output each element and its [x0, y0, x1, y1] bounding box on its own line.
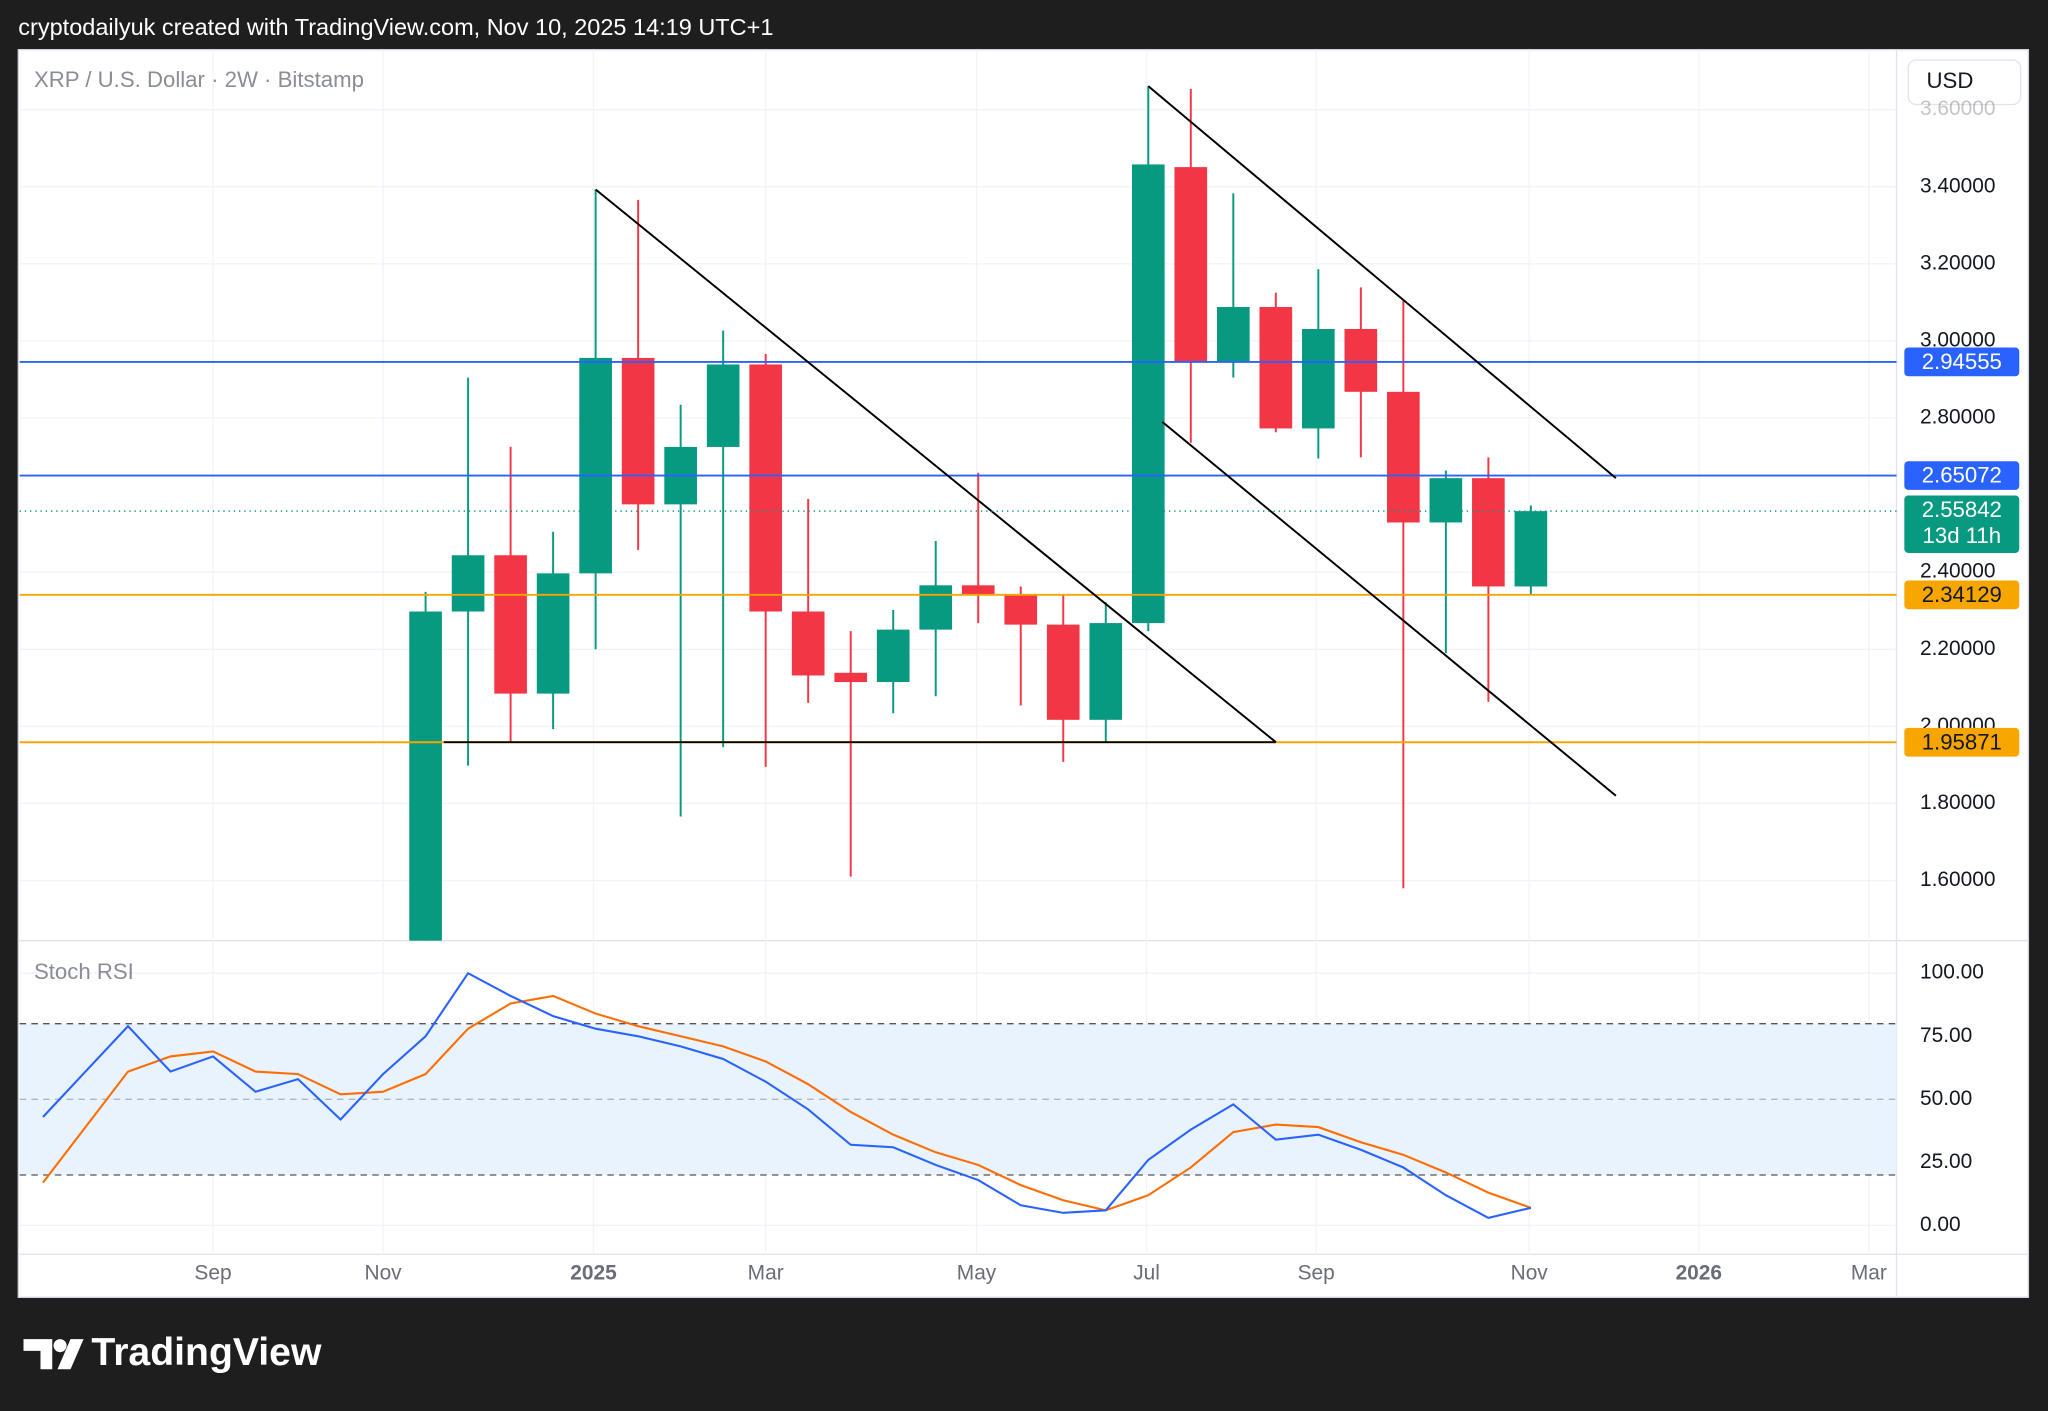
header-text: cryptodailyuk created with TradingView.c… [18, 14, 773, 40]
price-level-label: 2.65072 [1922, 463, 2002, 488]
y-tick-label: 3.20000 [1920, 251, 1996, 274]
candle-body [409, 611, 442, 941]
price-level-label-bg [1904, 580, 2020, 610]
candle-body [1472, 478, 1505, 587]
countdown-label: 13d 11h [1923, 523, 2002, 548]
candle-body [1089, 623, 1123, 720]
y-tick-label: 100.00 [1920, 961, 1984, 984]
y-tick-label: 3.40000 [1920, 174, 1996, 197]
x-tick-label: Mar [748, 1261, 784, 1284]
candle-body [1131, 164, 1165, 624]
x-tick-label: May [957, 1261, 997, 1284]
currency-label[interactable]: USD [1927, 68, 1974, 93]
plot [19, 85, 1897, 1220]
x-tick-label: Nov [364, 1261, 402, 1284]
x-tick-label: 2025 [570, 1261, 617, 1284]
x-tick-label: Sep [194, 1261, 231, 1284]
price-level-label-bg [1904, 727, 2020, 757]
y-tick-label: 3.00000 [1920, 328, 1996, 351]
candle-body [749, 364, 783, 612]
candle-body [961, 585, 995, 595]
candle-body [1514, 511, 1548, 587]
candle-body [1429, 478, 1463, 523]
candle-body [621, 357, 655, 505]
candle-body [494, 555, 527, 694]
y-tick-label: 0.00 [1920, 1213, 1961, 1236]
y-tick-label: 25.00 [1920, 1150, 1972, 1173]
indicator-title: Stoch RSI [34, 959, 134, 984]
candle-body [451, 555, 485, 612]
y-tick-label: 2.20000 [1920, 637, 1996, 660]
candle-body [1216, 307, 1250, 362]
y-tick-label: 2.80000 [1920, 406, 1996, 429]
x-tick-label: Nov [1511, 1261, 1549, 1284]
price-level-label: 2.34129 [1922, 582, 2002, 607]
price-level-label-bg [1904, 461, 2020, 490]
price-level-label: 2.94555 [1922, 349, 2002, 374]
tradingview-logo: TradingView [23, 1331, 322, 1374]
price-level-label-bg [1904, 347, 2020, 377]
y-tick-label: 75.00 [1920, 1024, 1972, 1047]
stoch-line [42, 971, 1532, 1220]
candle-body [706, 364, 740, 447]
candle-body [919, 585, 953, 630]
x-tick-label: Mar [1851, 1261, 1887, 1284]
last-price-label-bg [1904, 495, 2020, 553]
y-tick-label: 2.40000 [1920, 560, 1996, 583]
chart-title: XRP / U.S. Dollar · 2W · Bitstamp [34, 67, 364, 92]
candle-body [1302, 328, 1335, 429]
candle-body [579, 357, 612, 574]
trendline [1147, 85, 1617, 479]
stoch-line [42, 994, 1532, 1212]
y-tick-label: 1.80000 [1920, 791, 1996, 814]
candle-body [1046, 624, 1080, 720]
x-tick-label: 2026 [1676, 1261, 1722, 1284]
brand-name: TradingView [91, 1331, 322, 1374]
candle-body [1344, 328, 1378, 392]
trendline [1161, 421, 1617, 797]
candle-body [1004, 594, 1038, 625]
y-tick-label: 50.00 [1920, 1087, 1972, 1110]
logo-dot [53, 1339, 67, 1353]
candle-body [536, 573, 570, 694]
candle-body [1259, 307, 1293, 429]
candle-body [791, 611, 825, 676]
band-fill [19, 1023, 1897, 1176]
last-price-label: 2.55842 [1922, 497, 2002, 522]
candle-body [876, 629, 910, 683]
currency-button[interactable] [1907, 59, 2022, 106]
candle-body [834, 672, 868, 683]
y-tick-label: 3.60000 [1920, 97, 1996, 120]
x-tick-label: Sep [1298, 1261, 1335, 1284]
candle-body [1174, 167, 1208, 362]
logo-mark [23, 1339, 84, 1370]
trendline [595, 188, 1277, 743]
candle-body [1387, 391, 1420, 523]
price-level-label: 1.95871 [1922, 729, 2002, 754]
y-tick-label: 1.60000 [1920, 868, 1996, 891]
x-tick-label: Jul [1133, 1261, 1160, 1284]
